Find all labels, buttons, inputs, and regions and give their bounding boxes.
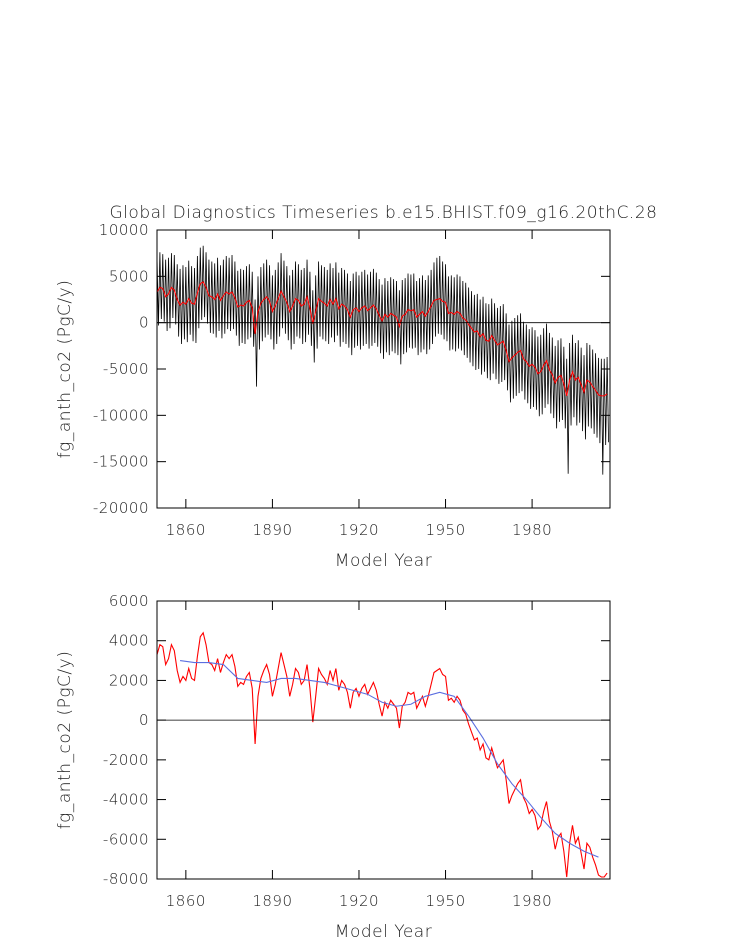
- x-tick-label: 1950: [425, 892, 465, 910]
- x-tick-label: 1920: [339, 521, 379, 539]
- series-line: [156, 281, 608, 397]
- plot-frame: [156, 600, 611, 880]
- x-tick-label: 1980: [512, 521, 552, 539]
- y-tick-label: 10000: [99, 221, 149, 239]
- x-tick-label: 1890: [252, 521, 292, 539]
- x-tick-label: 1860: [166, 892, 206, 910]
- y-axis-label: fg_anth_co2 (PgC/y): [55, 651, 75, 830]
- x-tick-label: 1920: [339, 892, 379, 910]
- y-tick-label: 5000: [109, 267, 149, 285]
- x-tick-label: 1860: [166, 521, 206, 539]
- y-tick-label: -8000: [103, 870, 149, 888]
- x-axis-label: Model Year: [335, 551, 432, 571]
- series-line: [156, 245, 609, 475]
- x-axis-label: Model Year: [335, 922, 432, 942]
- y-tick-label: -2000: [103, 751, 149, 769]
- x-tick-label: 1980: [512, 892, 552, 910]
- y-axis-label: fg_anth_co2 (PgC/y): [55, 280, 75, 459]
- x-tick-label: 1890: [252, 892, 292, 910]
- y-tick-label: 6000: [109, 592, 149, 610]
- plot-frame: [156, 229, 611, 509]
- y-tick-label: -4000: [103, 791, 149, 809]
- y-tick-label: -20000: [93, 499, 149, 517]
- y-tick-label: 0: [139, 314, 149, 332]
- y-tick-label: -15000: [93, 453, 149, 471]
- x-tick-label: 1950: [425, 521, 465, 539]
- y-tick-label: 4000: [109, 632, 149, 650]
- y-tick-label: -10000: [93, 406, 149, 424]
- y-tick-label: 2000: [109, 671, 149, 689]
- chart-title: Global Diagnostics Timeseries b.e15.BHIS…: [110, 203, 658, 223]
- series-line: [156, 631, 608, 878]
- series-line: [180, 660, 599, 858]
- y-tick-label: -5000: [103, 360, 149, 378]
- y-tick-label: -6000: [103, 830, 149, 848]
- y-tick-label: 0: [139, 711, 149, 729]
